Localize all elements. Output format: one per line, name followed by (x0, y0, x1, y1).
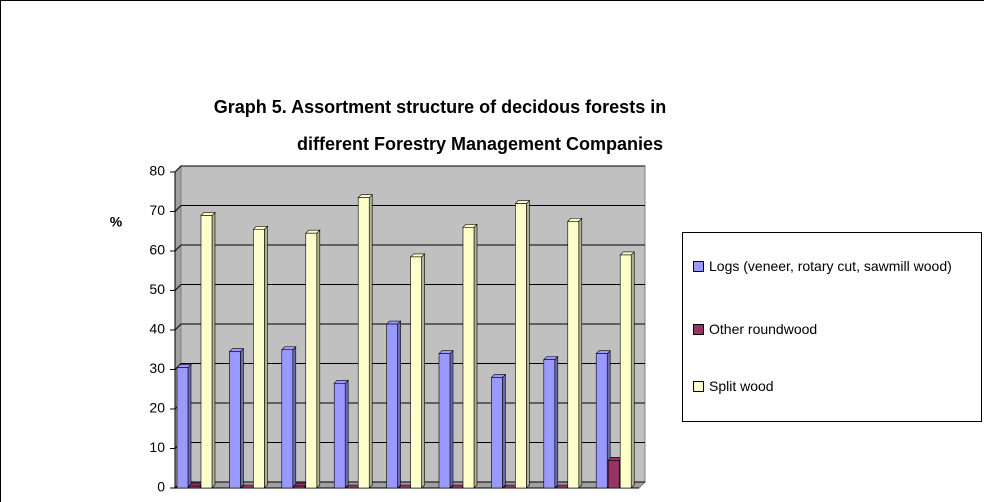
y-tick-label: 80 (149, 163, 165, 179)
bar-side (554, 355, 559, 489)
legend-item: Other roundwood (693, 321, 984, 337)
grid-line (174, 205, 645, 212)
bar (543, 359, 556, 489)
bar (491, 377, 503, 489)
bar (176, 367, 189, 489)
bar (333, 383, 346, 489)
legend-label: Logs (veneer, rotary cut, sawmill wood) (709, 258, 952, 274)
bar-side (502, 373, 506, 489)
bar-side (526, 199, 530, 489)
y-tick-label: 40 (149, 321, 165, 337)
bar (357, 197, 370, 489)
legend-label: Split wood (709, 378, 774, 394)
bar-side (368, 193, 373, 489)
bar (438, 353, 451, 489)
y-tick-label: 20 (149, 400, 165, 416)
bar (386, 323, 398, 489)
legend-swatch (693, 261, 704, 272)
bar (607, 460, 620, 489)
bar-side (316, 229, 321, 489)
bar-side (292, 346, 297, 489)
legend: Logs (veneer, rotary cut, sawmill wood) O… (682, 232, 982, 422)
bar (567, 221, 580, 489)
grid-line (174, 323, 645, 331)
bar-side (397, 320, 401, 489)
y-tick-label: 0 (157, 479, 165, 495)
bar (200, 215, 213, 489)
y-tick-label: 50 (149, 281, 165, 297)
bar (410, 256, 422, 489)
bar-side (630, 251, 635, 489)
bar (619, 254, 632, 489)
legend-label: Other roundwood (709, 321, 818, 337)
bar-side (473, 223, 478, 489)
bar (305, 232, 318, 489)
bar-side (211, 211, 216, 489)
legend-item: Split wood (693, 378, 984, 394)
bar-side (187, 363, 192, 489)
grid-line (174, 165, 645, 173)
legend-swatch (693, 324, 704, 335)
y-tick-label: 60 (149, 242, 165, 258)
bar-side (421, 253, 425, 489)
bar-side (578, 217, 583, 489)
y-axis-label: % (110, 214, 123, 230)
y-tick-label: 70 (149, 202, 165, 218)
grid-line (174, 284, 645, 291)
legend-swatch (693, 381, 704, 392)
y-tick-label: 10 (149, 439, 165, 455)
grid-line (174, 244, 645, 252)
bar (188, 485, 201, 489)
bar (253, 228, 265, 489)
chart-title: Graph 5. Assortment structure of decidou… (214, 97, 666, 154)
bar (281, 349, 294, 489)
bar-side (264, 225, 268, 489)
y-tick-label: 30 (149, 360, 165, 376)
bar-side (240, 348, 244, 489)
bar (595, 353, 608, 489)
bar-side (449, 349, 454, 489)
bar-side (344, 379, 349, 489)
legend-item: Logs (veneer, rotary cut, sawmill wood) (693, 258, 984, 274)
bar (229, 351, 241, 489)
bar (515, 203, 527, 489)
bar (293, 485, 306, 489)
bar (462, 227, 475, 489)
